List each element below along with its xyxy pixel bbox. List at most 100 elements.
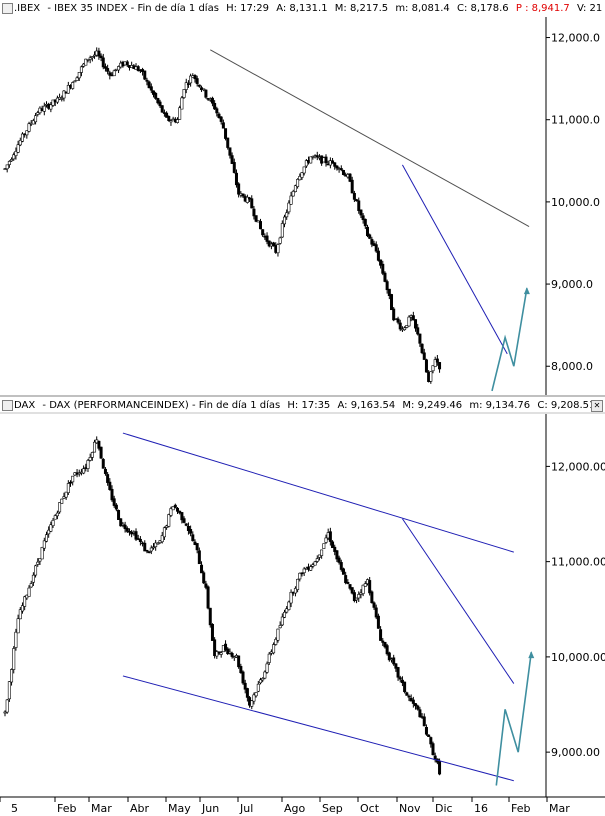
dax-candle-body	[416, 705, 420, 710]
x-tick-label: Oct	[360, 802, 380, 815]
ibex-candle-body	[14, 151, 18, 156]
dax-candle-body	[263, 671, 267, 679]
ibex-candle-body	[405, 325, 409, 328]
top-m-lower: m: 8,081.4	[395, 3, 450, 14]
ibex-candle-body	[90, 56, 94, 59]
ibex-candle-body	[287, 202, 291, 213]
dax-candle-body	[418, 709, 422, 718]
dax-candle-body	[396, 667, 400, 678]
ibex-candle-body	[396, 318, 400, 323]
ibex-trendline[interactable]	[210, 49, 530, 227]
dax-candle-body	[36, 561, 40, 565]
dax-candle-body	[121, 523, 125, 526]
ibex-candle-body	[350, 179, 354, 194]
dax-candle-body	[71, 475, 75, 483]
ibex-candle-body	[195, 78, 199, 84]
ibex-candle-body	[42, 105, 46, 112]
dax-candle-body	[239, 666, 243, 674]
ibex-candle-body	[278, 237, 282, 244]
top-m-upper: M: 8,217.5	[334, 3, 389, 14]
dax-candle-body	[381, 640, 385, 643]
dax-candle-body	[427, 734, 431, 737]
dax-candle-body	[160, 535, 164, 543]
dax-candle-body	[422, 716, 426, 727]
dax-trendline[interactable]	[122, 675, 514, 782]
ibex-candle-body	[234, 172, 238, 186]
ibex-projection-arrow[interactable]	[491, 288, 528, 392]
ibex-candle-body	[189, 75, 193, 84]
dax-candle-body	[398, 677, 402, 680]
dax-candle-body	[348, 584, 352, 589]
ibex-candle-body	[5, 164, 9, 170]
dax-candle-body	[154, 542, 158, 548]
dax-candle-body	[40, 547, 44, 560]
arrow-head-icon	[523, 287, 530, 295]
ibex-candle-body	[258, 221, 262, 230]
ibex-candle-body	[219, 116, 223, 122]
x-tick-label: Mar	[91, 802, 112, 815]
ibex-candle-body	[230, 155, 234, 164]
ibex-candle-body	[112, 70, 116, 77]
ibex-candle-body	[416, 327, 420, 335]
dax-candle-body	[184, 523, 188, 526]
dax-candle-body	[261, 678, 265, 681]
ibex-candle-body	[217, 113, 221, 118]
ibex-candle-body	[147, 81, 151, 89]
dax-candle-body	[278, 625, 282, 629]
dax-candle-body	[302, 568, 306, 574]
ibex-candle-body	[184, 82, 188, 90]
ibex-trendline[interactable]	[401, 164, 508, 355]
ibex-candle-body	[169, 120, 173, 123]
dax-candle-body	[14, 631, 18, 648]
panel-menu-icon[interactable]	[2, 3, 13, 14]
x-tick-label: Abr	[130, 802, 150, 815]
dax-candle-body	[12, 648, 16, 670]
dax-trendline[interactable]	[122, 432, 514, 553]
dax-projection-arrow[interactable]	[495, 651, 533, 786]
dax-candle-body	[167, 514, 171, 527]
dax-trendline[interactable]	[402, 518, 515, 684]
ibex-candle-body	[232, 162, 236, 173]
y-tick-label: 12,000.00	[551, 460, 605, 473]
ibex-candle-body	[280, 223, 284, 238]
ibex-candle-body	[254, 215, 258, 222]
dax-candle-body	[256, 683, 260, 692]
dax-candle-body	[31, 574, 35, 583]
dax-candle-body	[400, 679, 404, 684]
dax-candle-body	[355, 597, 359, 601]
bottom-a: A: 9,163.54	[337, 400, 396, 411]
dax-candles	[3, 436, 442, 776]
top-p: P : 8,941.7	[515, 3, 570, 14]
dax-candle-body	[226, 648, 230, 655]
dax-candle-body	[29, 583, 33, 588]
dax-candle-body	[320, 549, 324, 556]
dax-candle-body	[189, 529, 193, 534]
ibex-candle-body	[75, 77, 79, 81]
ibex-candle-body	[36, 112, 40, 115]
ibex-candle-body	[7, 161, 11, 165]
ibex-candle-body	[18, 140, 22, 146]
dax-candle-body	[392, 657, 396, 665]
dax-candle-body	[145, 549, 149, 552]
x-tick-label: 5	[11, 802, 18, 815]
dax-candle-body	[219, 652, 223, 655]
top-high: H: 17:29	[226, 3, 269, 14]
close-icon[interactable]: ✕	[591, 400, 603, 412]
ibex-candle-body	[27, 123, 31, 132]
dax-candle-body	[64, 491, 68, 498]
ibex-candle-body	[31, 120, 35, 125]
dax-candle-body	[147, 551, 151, 553]
ibex-candle-body	[224, 128, 228, 139]
ibex-candle-body	[298, 176, 302, 181]
panel-menu-icon[interactable]	[2, 400, 13, 411]
ibex-candle-body	[335, 165, 339, 169]
dax-candle-body	[333, 546, 337, 552]
ibex-candle-body	[66, 85, 70, 94]
ibex-candle-body	[407, 316, 411, 327]
dax-candle-body	[403, 681, 407, 693]
ibex-candle-body	[117, 66, 121, 71]
dax-candle-body	[245, 688, 249, 698]
dax-candle-body	[156, 542, 160, 545]
ibex-candle-body	[49, 104, 53, 110]
dax-candle-body	[34, 565, 38, 576]
